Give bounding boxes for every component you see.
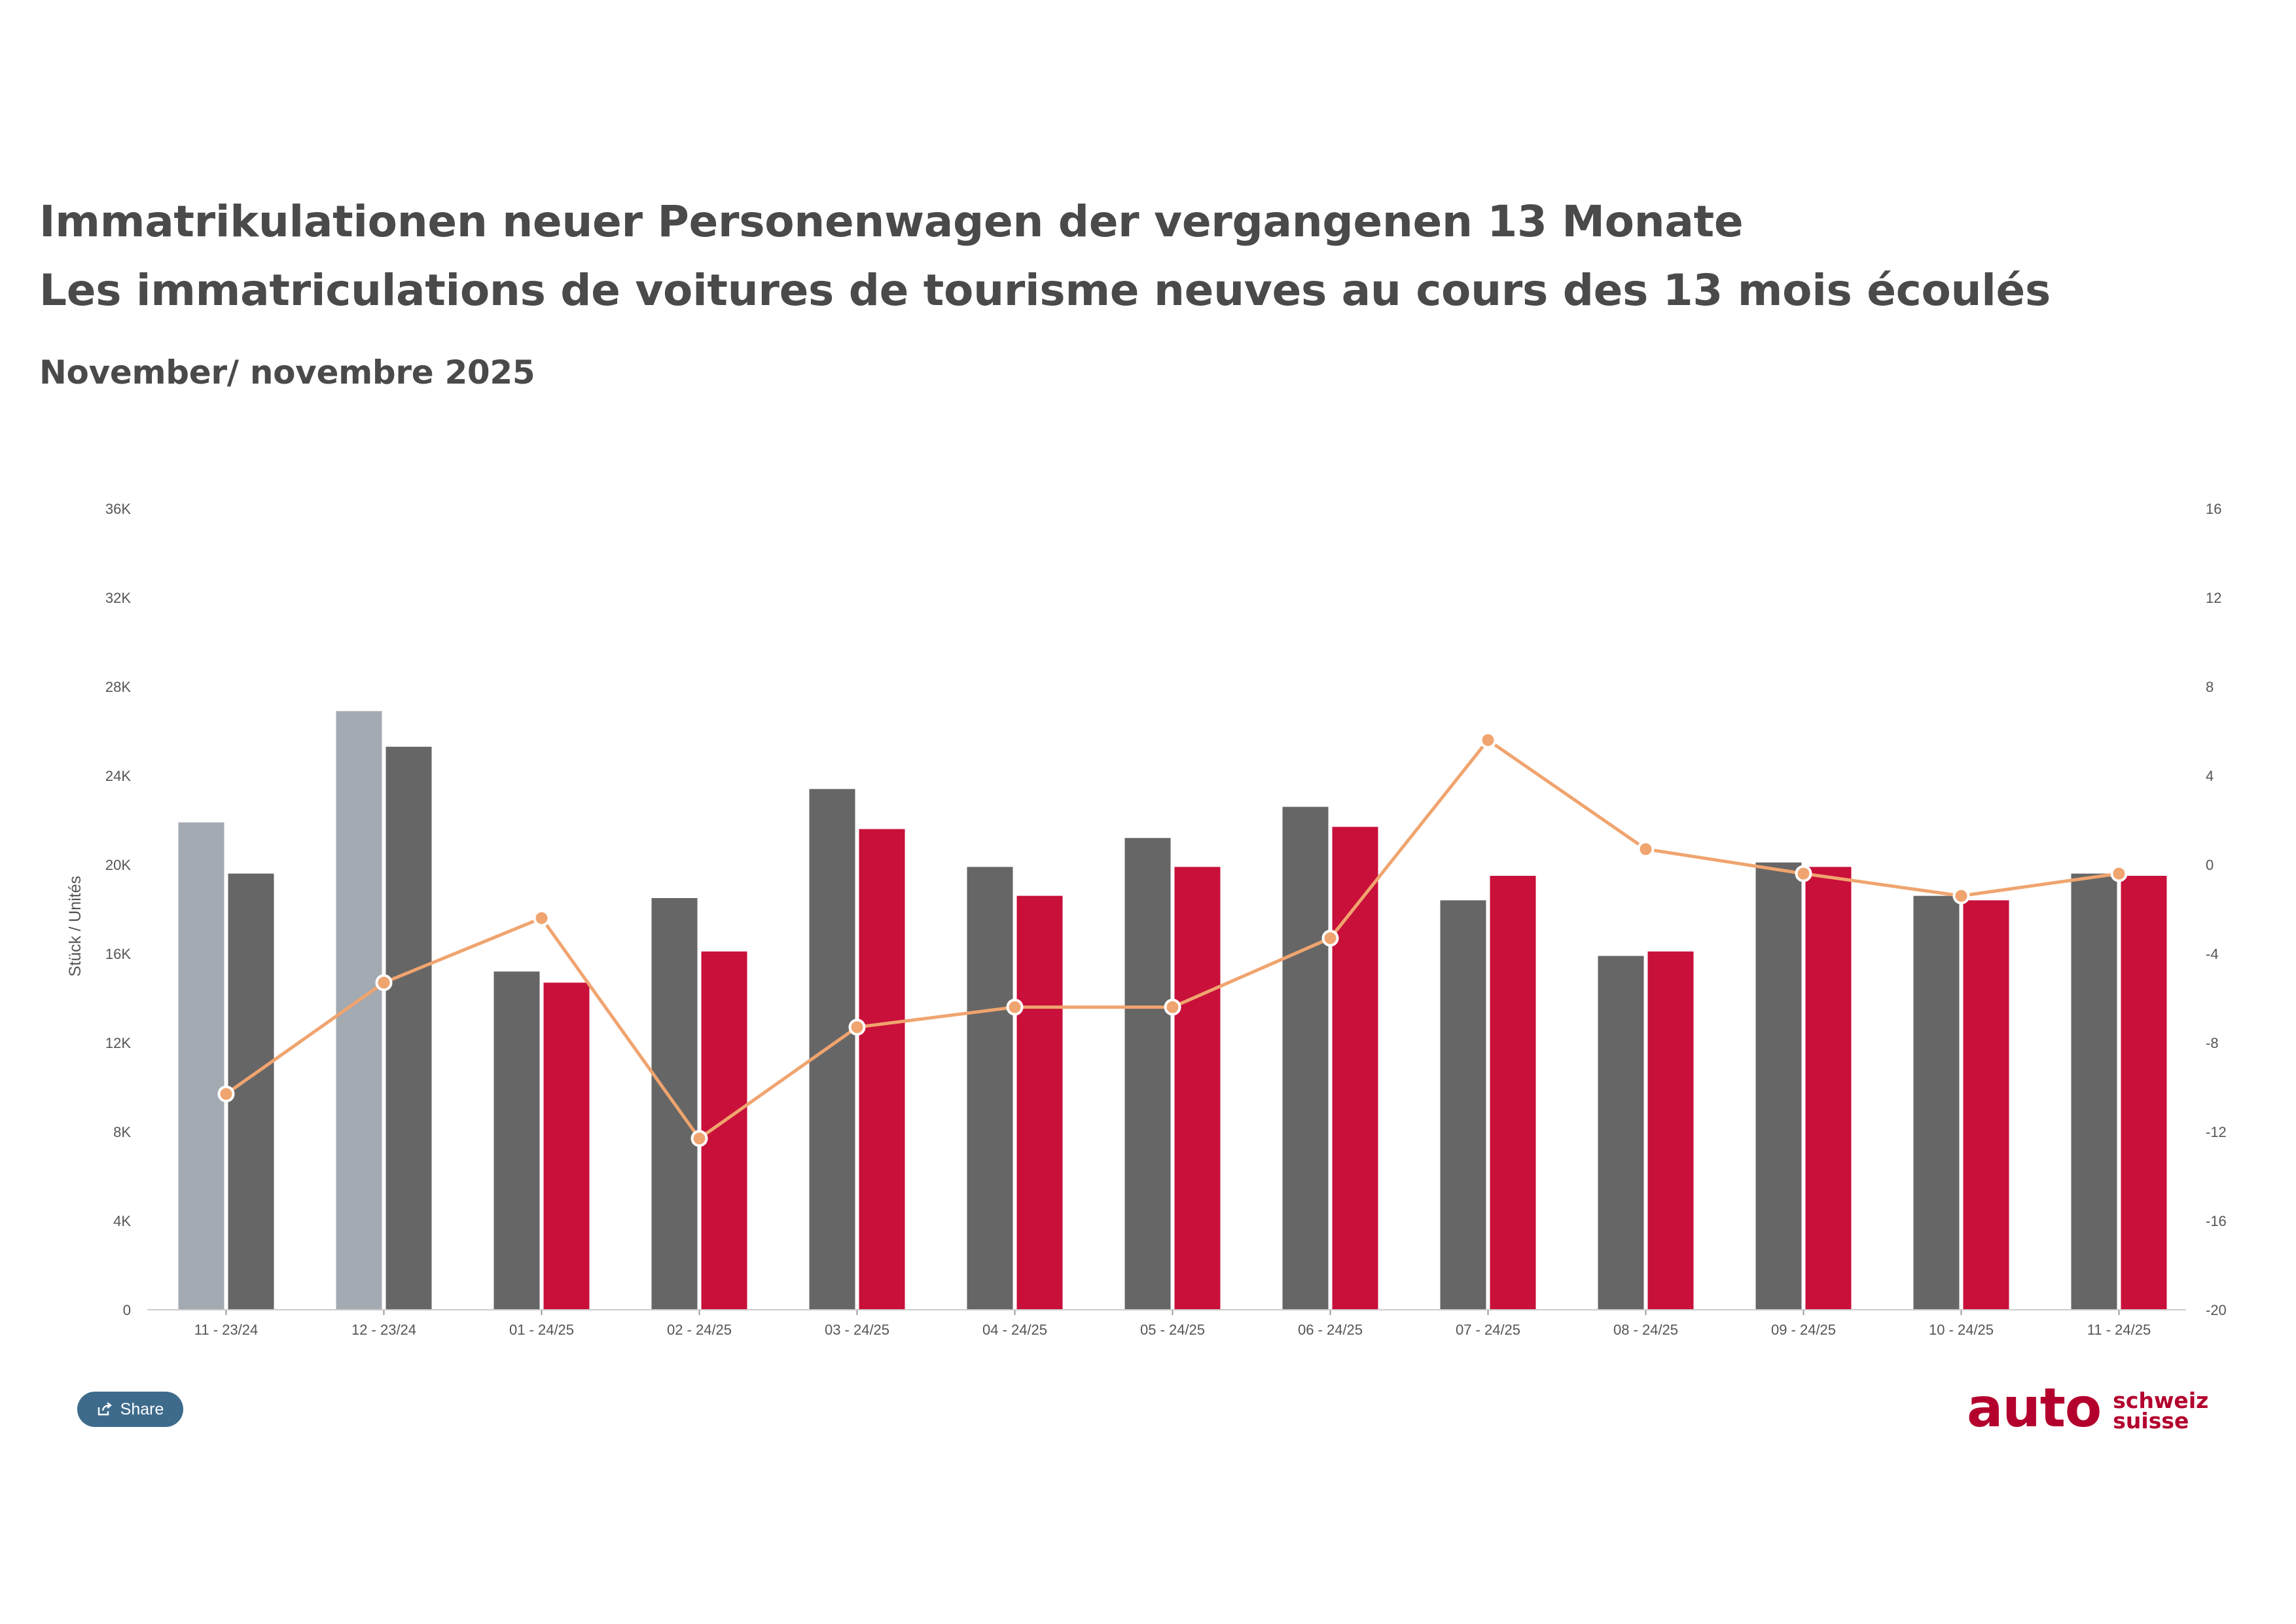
y2-axis-tick-label: -8 xyxy=(2206,1035,2219,1051)
y-axis-tick-label: 32K xyxy=(105,590,131,606)
line-point xyxy=(1006,998,1024,1016)
x-axis-tick-label: 08 - 24/25 xyxy=(1613,1322,1678,1338)
line-point xyxy=(375,974,393,992)
y-axis-tick-label: 16K xyxy=(105,946,131,962)
bar xyxy=(1016,895,1063,1310)
x-axis-tick-label: 02 - 24/25 xyxy=(667,1322,732,1338)
y2-axis-tick-label: -4 xyxy=(2206,946,2219,962)
y-axis-tick-label: 4K xyxy=(113,1213,131,1229)
y2-axis-tick-label: -12 xyxy=(2206,1124,2227,1140)
x-axis-tick-label: 12 - 23/24 xyxy=(351,1322,416,1338)
x-axis-tick-label: 06 - 24/25 xyxy=(1298,1322,1363,1338)
y2-axis-tick-label: 0 xyxy=(2206,857,2214,873)
bar xyxy=(1963,900,2009,1310)
y2-axis-tick-label: -16 xyxy=(2206,1213,2227,1229)
share-button[interactable]: Share xyxy=(77,1392,183,1427)
line-point xyxy=(1637,840,1655,858)
bar xyxy=(2071,873,2117,1310)
bar xyxy=(967,867,1013,1310)
x-axis-tick-label: 01 - 24/25 xyxy=(509,1322,574,1338)
bar xyxy=(809,789,855,1310)
bar xyxy=(493,971,540,1310)
x-axis-tick-label: 11 - 24/25 xyxy=(2087,1322,2151,1338)
bar xyxy=(1805,867,1852,1310)
y2-axis-tick-label: 4 xyxy=(2206,768,2214,784)
bar xyxy=(178,822,224,1310)
y-axis-tick-label: 28K xyxy=(105,679,131,695)
y-axis-tick-label: 36K xyxy=(105,501,131,517)
bar xyxy=(386,746,432,1310)
x-axis-tick-label: 04 - 24/25 xyxy=(982,1322,1047,1338)
chart-title-french: Les immatriculations de voitures de tour… xyxy=(39,265,2051,316)
y2-axis-tick-label: -20 xyxy=(2206,1302,2227,1318)
bar xyxy=(1647,951,1694,1310)
y-axis-tick-label: 24K xyxy=(105,768,131,784)
bar xyxy=(1124,838,1171,1310)
y-axis-tick-label: 8K xyxy=(113,1124,131,1140)
x-axis-tick-label: 10 - 24/25 xyxy=(1929,1322,1994,1338)
y2-axis-tick-label: 8 xyxy=(2206,679,2214,695)
bar xyxy=(1755,862,1802,1310)
line-point xyxy=(2110,865,2128,882)
bar xyxy=(543,983,590,1310)
y-axis-tick-label: 0 xyxy=(123,1302,131,1318)
bar xyxy=(859,829,905,1310)
x-axis-tick-label: 11 - 23/24 xyxy=(194,1322,258,1338)
share-label: Share xyxy=(120,1399,164,1418)
line-point xyxy=(1795,865,1812,882)
x-axis-tick-label: 09 - 24/25 xyxy=(1771,1322,1836,1338)
bar xyxy=(1174,867,1221,1310)
y2-axis-tick-label: 12 xyxy=(2206,590,2221,606)
bar xyxy=(1440,900,1486,1310)
chart-title-german: Immatrikulationen neuer Personenwagen de… xyxy=(39,196,1744,247)
chart-subtitle: November/ novembre 2025 xyxy=(39,353,535,391)
line-point xyxy=(848,1019,866,1036)
share-icon xyxy=(97,1402,113,1416)
line-point xyxy=(217,1085,235,1103)
line-point xyxy=(691,1130,708,1147)
logo-line-1: schweiz xyxy=(2113,1388,2209,1413)
y-axis-title: Stück / Unités xyxy=(66,876,84,977)
y-axis-tick-label: 20K xyxy=(105,857,131,873)
x-axis-tick-label: 05 - 24/25 xyxy=(1140,1322,1205,1338)
line-point xyxy=(1952,887,1970,905)
bar xyxy=(1332,827,1378,1310)
line-point xyxy=(1479,731,1497,749)
x-axis-tick-label: 03 - 24/25 xyxy=(825,1322,889,1338)
bar xyxy=(1598,956,1644,1310)
auto-schweiz-logo: auto schweiz suisse xyxy=(1967,1382,2208,1435)
bar xyxy=(1490,876,1536,1310)
logo-main: auto xyxy=(1967,1377,2102,1439)
bar xyxy=(1913,895,1960,1310)
bar xyxy=(1282,806,1329,1310)
y2-axis-tick-label: 16 xyxy=(2206,501,2221,517)
bar xyxy=(228,873,274,1310)
logo-line-2: suisse xyxy=(2113,1408,2189,1434)
bar xyxy=(2121,876,2167,1310)
line-point xyxy=(1321,929,1339,947)
line-point xyxy=(1164,998,1181,1016)
x-axis-tick-label: 07 - 24/25 xyxy=(1456,1322,1520,1338)
y-axis-tick-label: 12K xyxy=(105,1035,131,1051)
line-point xyxy=(533,909,550,927)
